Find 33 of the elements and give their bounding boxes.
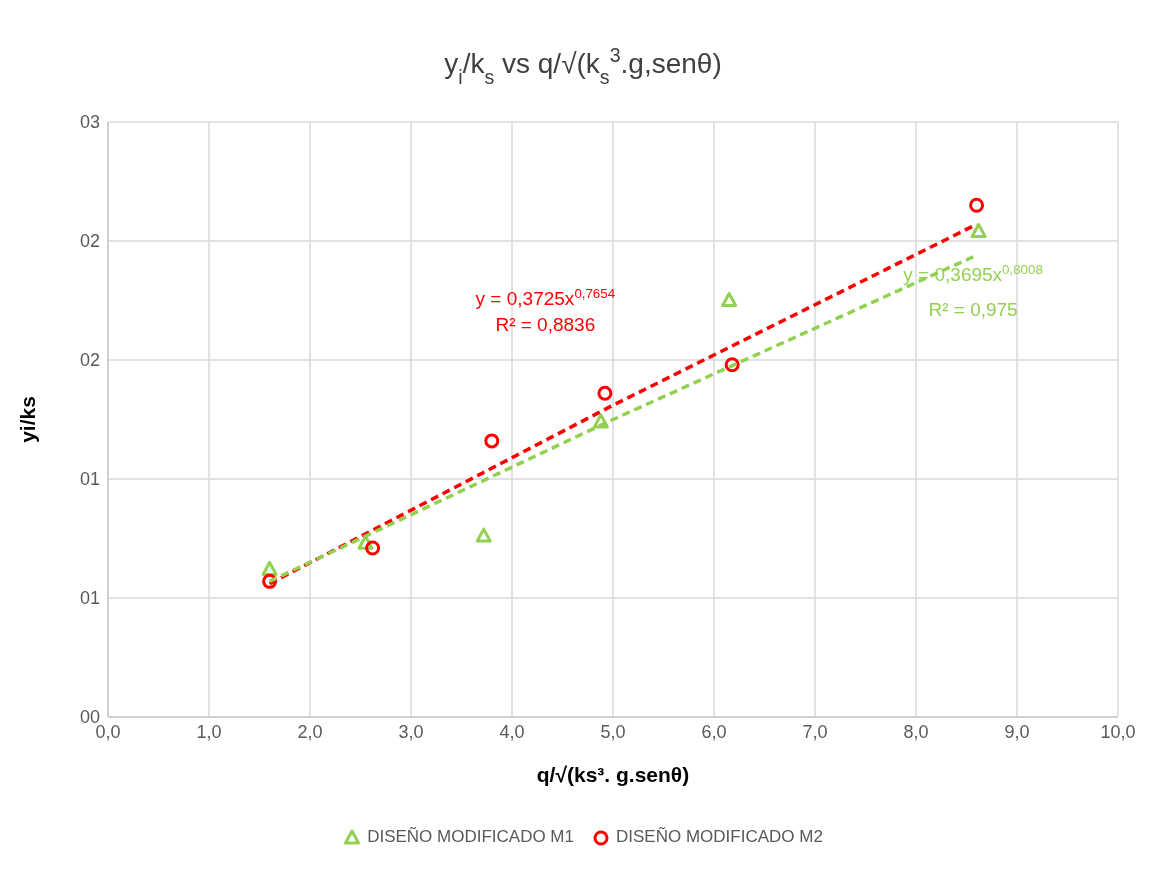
point — [970, 222, 987, 238]
point — [475, 527, 492, 543]
point — [969, 197, 985, 213]
y-tick-label: 02 — [79, 350, 100, 371]
chart-title: y$_{i}$/k$_{s}$ vs q/√(k$_{s}$$^{3}$.g,senθ) — [444, 44, 722, 88]
x-axis-title: q/√(ks³. g.senθ) — [536, 763, 690, 786]
y-tick-label: 01 — [79, 469, 100, 490]
point — [484, 433, 500, 449]
y-tick-label: 03 — [79, 112, 100, 133]
x-tick-label: 1,0 — [196, 721, 222, 742]
y-tick-label: 01 — [79, 588, 100, 609]
y-axis-title: yi/ks — [16, 396, 40, 443]
legend-label: DISEÑO MODIFICADO M1 — [367, 827, 574, 847]
x-tick-label: 7,0 — [802, 721, 828, 742]
point — [365, 540, 381, 556]
x-tick-label: 3,0 — [398, 721, 424, 742]
annotation: R² = 0,8836 — [495, 313, 596, 335]
legend-label: DISEÑO MODIFICADO M2 — [616, 827, 823, 847]
point — [592, 413, 609, 429]
x-tick-label: 6,0 — [701, 721, 727, 742]
point — [597, 385, 613, 401]
point — [724, 357, 740, 373]
x-tick-label: 9,0 — [1004, 721, 1030, 742]
y-tick-label: 02 — [79, 231, 100, 252]
annotation: y = 0,3725x$^{0,7654}$ — [475, 285, 616, 309]
point — [262, 573, 278, 589]
x-tick-label: 2,0 — [297, 721, 323, 742]
point — [721, 292, 738, 307]
x-tick-label: 5,0 — [600, 721, 626, 742]
x-tick-label: 10,0 — [1100, 721, 1136, 742]
x-tick-label: 4,0 — [499, 721, 525, 742]
x-tick-label: 8,0 — [903, 721, 929, 742]
annotation: R² = 0,975 — [928, 299, 1018, 321]
